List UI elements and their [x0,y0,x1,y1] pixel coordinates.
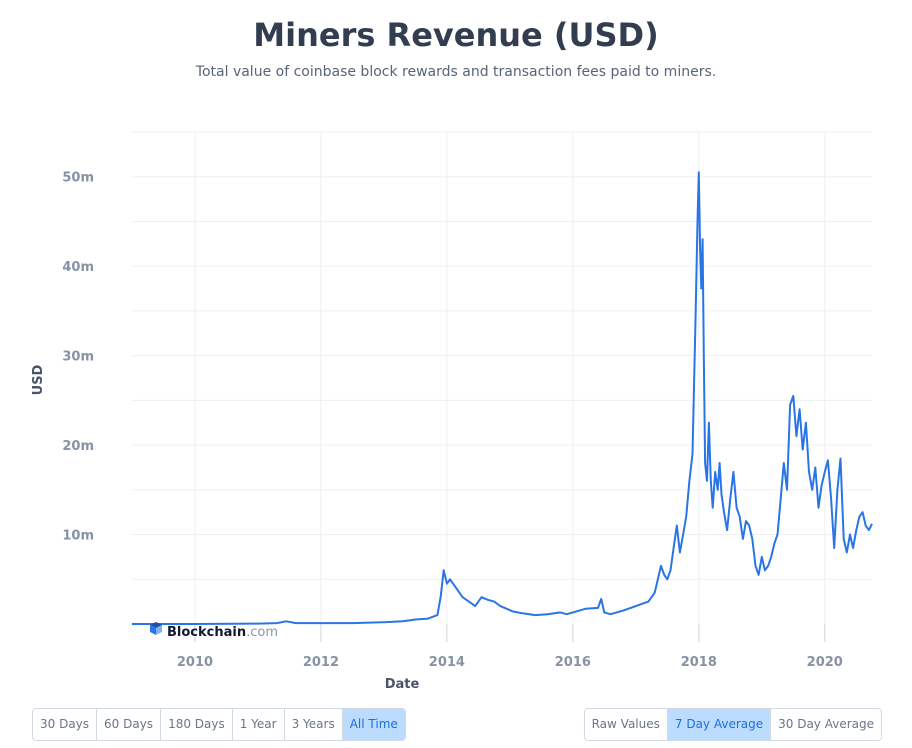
x-tick-label-2010: 2010 [177,655,213,670]
y-axis-ticks: 10m 20m 30m 40m 50m [62,171,94,544]
range-button-180-days[interactable]: 180 Days [161,709,233,740]
svg-text:Blockchain.com: Blockchain.com [167,625,278,640]
x-tick-label-2016: 2016 [555,655,591,670]
y-tick-label-10m: 10m [62,529,94,544]
range-button-3-years[interactable]: 3 Years [285,709,343,740]
time-range-selector: 30 Days 60 Days 180 Days 1 Year 3 Years … [32,708,406,741]
range-button-30-days[interactable]: 30 Days [33,709,98,740]
series-line-miners-revenue [132,171,873,625]
mode-button-raw-values[interactable]: Raw Values [585,709,668,740]
grid-lines [132,131,872,624]
y-tick-label-30m: 30m [62,350,94,365]
x-tick-label-2014: 2014 [429,655,465,670]
x-tick-label-2018: 2018 [681,655,717,670]
y-tick-label-50m: 50m [62,171,94,186]
x-tick-label-2020: 2020 [807,655,843,670]
chart-subtitle: Total value of coinbase block rewards an… [195,64,717,80]
watermark-suffix: .com [246,625,278,640]
averaging-mode-selector: Raw Values 7 Day Average 30 Day Average [583,708,882,741]
mode-button-7-day-average[interactable]: 7 Day Average [667,709,772,740]
revenue-line-chart: 10m 20m 30m 40m 50m 2010 2012 2014 2016 2018 2020… [31,131,873,692]
range-button-60-days[interactable]: 60 Days [97,709,162,740]
y-tick-label-40m: 40m [62,260,94,275]
x-axis-label: Date [385,677,420,692]
y-tick-label-20m: 20m [62,439,94,454]
range-button-1-year[interactable]: 1 Year [233,709,285,740]
y-axis-label: USD [31,364,46,395]
blockchain-watermark: Blockchain.com [150,622,278,640]
x-axis-ticks: 2010 2012 2014 2016 2018 2020 [177,624,843,670]
watermark-brand: Blockchain [167,625,246,640]
chart-title: Miners Revenue (USD) [253,16,659,54]
range-button-all-time[interactable]: All Time [342,709,405,740]
x-tick-label-2012: 2012 [303,655,339,670]
blockchain-logo-icon [150,622,162,635]
mode-button-30-day-average[interactable]: 30 Day Average [778,717,874,731]
